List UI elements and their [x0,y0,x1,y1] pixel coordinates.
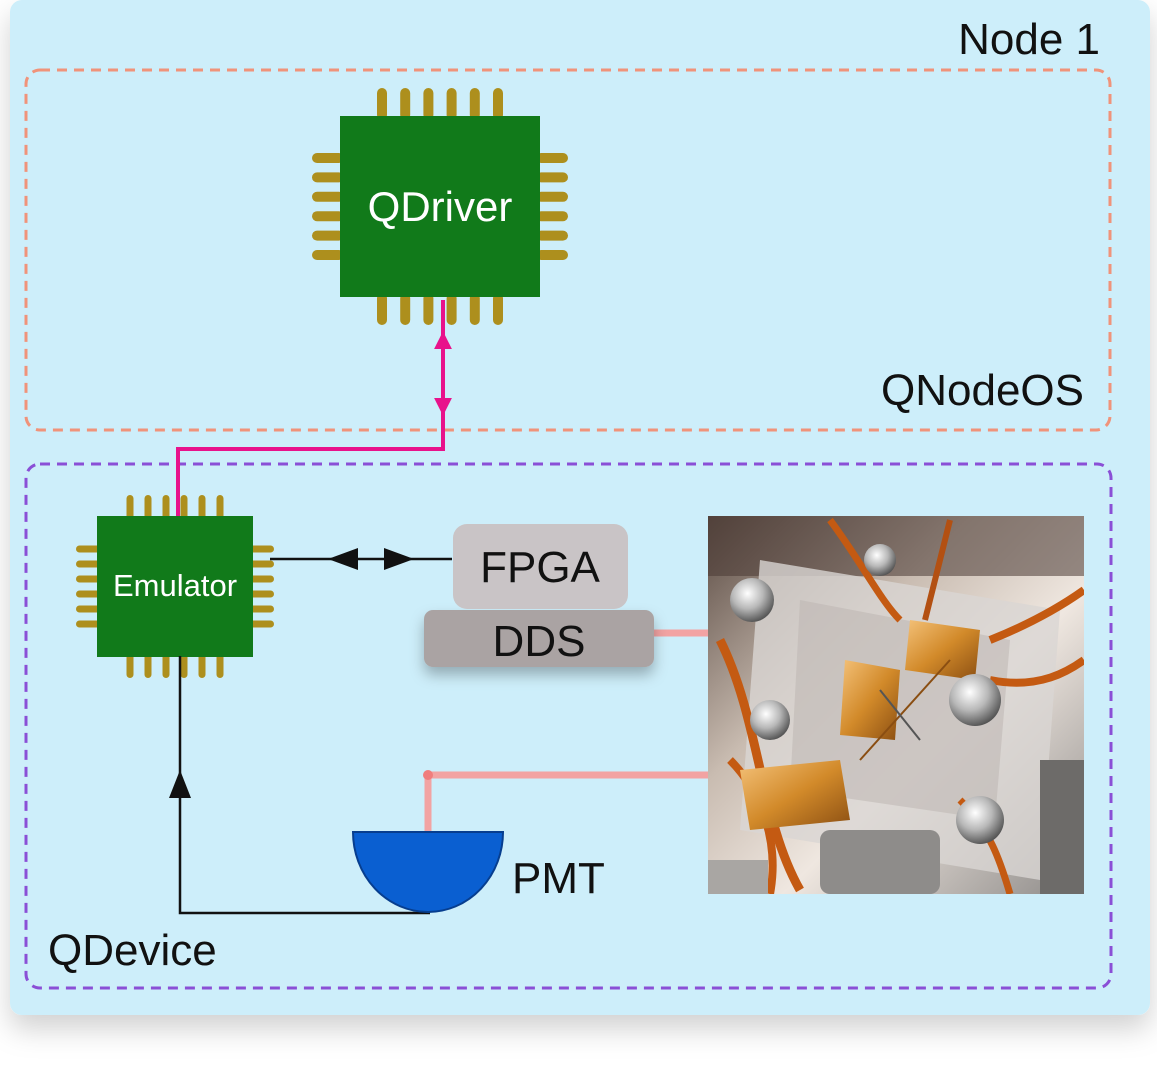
pmt-label: PMT [512,854,605,903]
emulator-chip: Emulator [76,495,274,678]
pmt-detector: PMT [351,831,605,913]
dds-label: DDS [493,617,586,666]
qnodeos-label: QNodeOS [881,366,1084,415]
ion-trap-photo [708,516,1084,894]
qdevice-region [24,462,1113,990]
pmt-feedback-arrow [169,770,191,798]
emulator-pins [76,495,274,678]
dds-box: DDS [424,610,654,667]
emulator-fpga-arrow-right [384,548,414,570]
pmt-feedback-line [178,656,430,915]
fpga-label: FPGA [480,543,600,592]
emulator-fpga-arrow-left [328,548,358,570]
qdriver-chip: QDriver [312,88,568,325]
qdriver-pins [312,88,568,325]
fpga-box: FPGA [453,524,628,609]
qnodeos-region [24,68,1112,432]
node-label: Node 1 [958,15,1100,64]
emulator-label: Emulator [113,568,237,603]
qdevice-label: QDevice [48,926,217,975]
qdriver-label: QDriver [368,183,513,230]
